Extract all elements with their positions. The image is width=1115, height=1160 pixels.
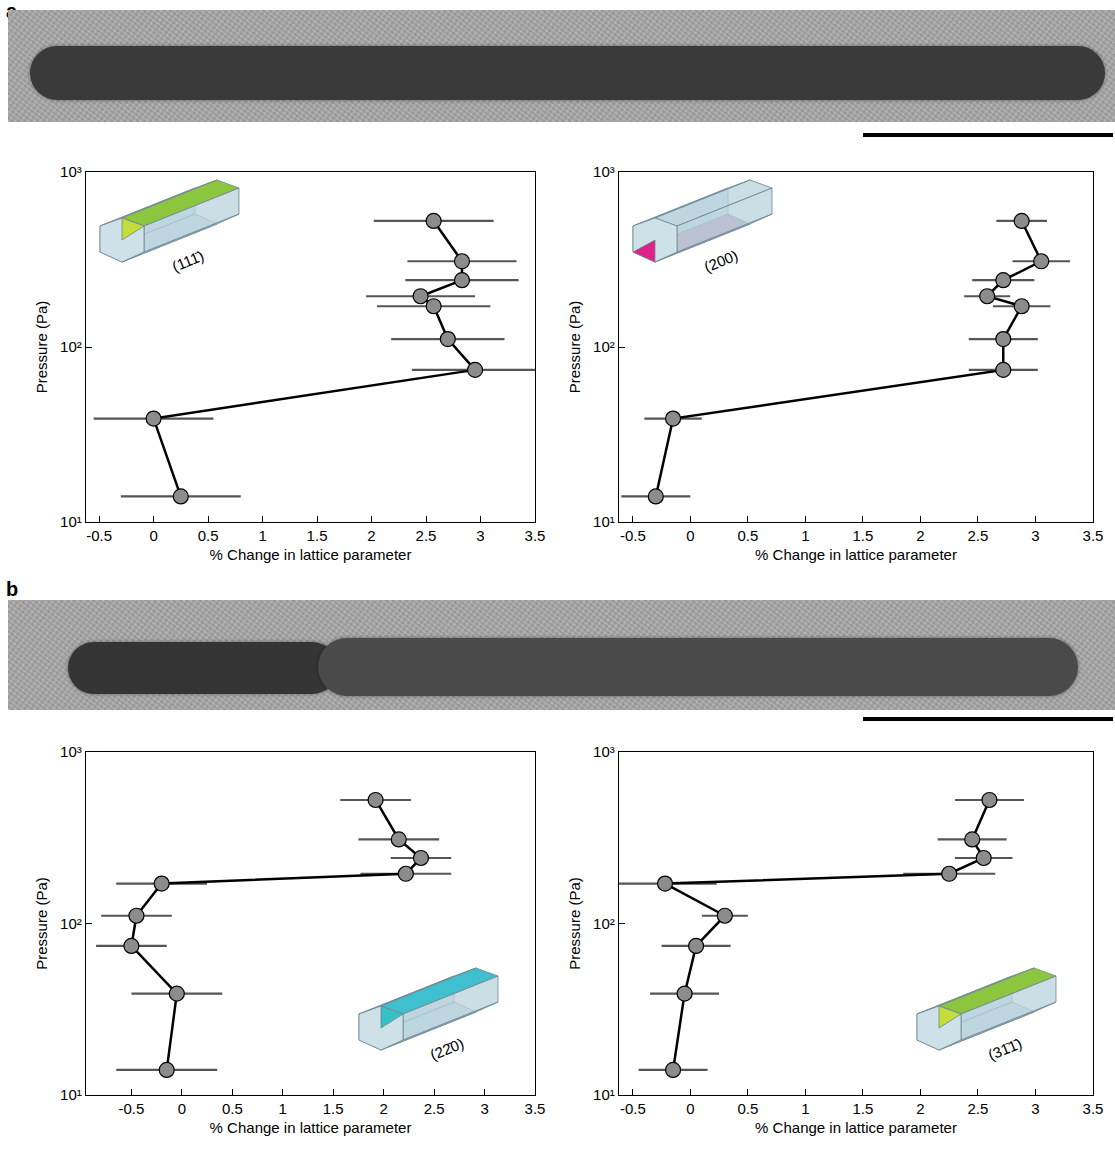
svg-text:% Change in lattice parameter: % Change in lattice parameter <box>210 1119 412 1136</box>
svg-text:10³: 10³ <box>60 163 82 180</box>
svg-text:0: 0 <box>149 527 157 544</box>
svg-text:0.5: 0.5 <box>737 527 758 544</box>
svg-text:1.5: 1.5 <box>323 1100 344 1117</box>
svg-text:10³: 10³ <box>593 163 615 180</box>
svg-text:10³: 10³ <box>593 743 615 760</box>
svg-text:3.5: 3.5 <box>525 1100 546 1117</box>
svg-text:1: 1 <box>279 1100 287 1117</box>
svg-text:1.5: 1.5 <box>307 527 328 544</box>
svg-text:2: 2 <box>367 527 375 544</box>
svg-text:1: 1 <box>258 527 266 544</box>
svg-text:-0.5: -0.5 <box>620 527 646 544</box>
svg-text:% Change in lattice parameter: % Change in lattice parameter <box>755 1119 957 1136</box>
svg-text:Pressure (Pa): Pressure (Pa) <box>566 877 583 970</box>
svg-text:0: 0 <box>178 1100 186 1117</box>
svg-text:3: 3 <box>1031 527 1039 544</box>
svg-text:2.5: 2.5 <box>968 527 989 544</box>
svg-text:% Change in lattice parameter: % Change in lattice parameter <box>755 546 957 563</box>
svg-text:0: 0 <box>686 1100 694 1117</box>
svg-text:2: 2 <box>379 1100 387 1117</box>
svg-text:(111̄): (111̄) <box>170 247 207 275</box>
svg-text:10²: 10² <box>60 338 82 355</box>
svg-text:0.5: 0.5 <box>737 1100 758 1117</box>
svg-text:Pressure (Pa): Pressure (Pa) <box>33 301 50 394</box>
svg-text:0.5: 0.5 <box>198 527 219 544</box>
svg-text:Pressure (Pa): Pressure (Pa) <box>566 301 583 394</box>
svg-text:3: 3 <box>476 527 484 544</box>
svg-text:2: 2 <box>916 527 924 544</box>
svg-text:2.5: 2.5 <box>416 527 437 544</box>
svg-text:2.5: 2.5 <box>968 1100 989 1117</box>
svg-text:3: 3 <box>480 1100 488 1117</box>
svg-text:3.5: 3.5 <box>1083 1100 1104 1117</box>
svg-text:3: 3 <box>1031 1100 1039 1117</box>
svg-text:1: 1 <box>801 527 809 544</box>
svg-text:0: 0 <box>686 527 694 544</box>
svg-text:-0.5: -0.5 <box>118 1100 144 1117</box>
svg-text:-0.5: -0.5 <box>86 527 112 544</box>
html-text:a: a <box>6 0 18 22</box>
svg-text:1.5: 1.5 <box>852 1100 873 1117</box>
svg-text:(200): (200) <box>702 246 741 275</box>
svg-text:10¹: 10¹ <box>60 1086 82 1103</box>
svg-text:1: 1 <box>801 1100 809 1117</box>
svg-text:3.5: 3.5 <box>525 527 546 544</box>
svg-text:2.5: 2.5 <box>424 1100 445 1117</box>
svg-text:3.5: 3.5 <box>1083 527 1104 544</box>
svg-text:1.5: 1.5 <box>852 527 873 544</box>
svg-text:(31̄1̄): (31̄1̄) <box>986 1034 1025 1063</box>
svg-text:2: 2 <box>916 1100 924 1117</box>
svg-text:% Change in lattice parameter: % Change in lattice parameter <box>210 546 412 563</box>
svg-text:10²: 10² <box>593 915 615 932</box>
svg-text:0.5: 0.5 <box>222 1100 243 1117</box>
svg-text:-0.5: -0.5 <box>620 1100 646 1117</box>
svg-text:10²: 10² <box>593 338 615 355</box>
svg-text:Pressure (Pa): Pressure (Pa) <box>33 877 50 970</box>
svg-text:10¹: 10¹ <box>60 513 82 530</box>
svg-text:10¹: 10¹ <box>593 1086 615 1103</box>
svg-text:10³: 10³ <box>60 743 82 760</box>
svg-text:10²: 10² <box>60 915 82 932</box>
svg-text:(22̄0): (22̄0) <box>428 1034 467 1063</box>
html-text:b: b <box>6 578 19 600</box>
svg-text:10¹: 10¹ <box>593 513 615 530</box>
